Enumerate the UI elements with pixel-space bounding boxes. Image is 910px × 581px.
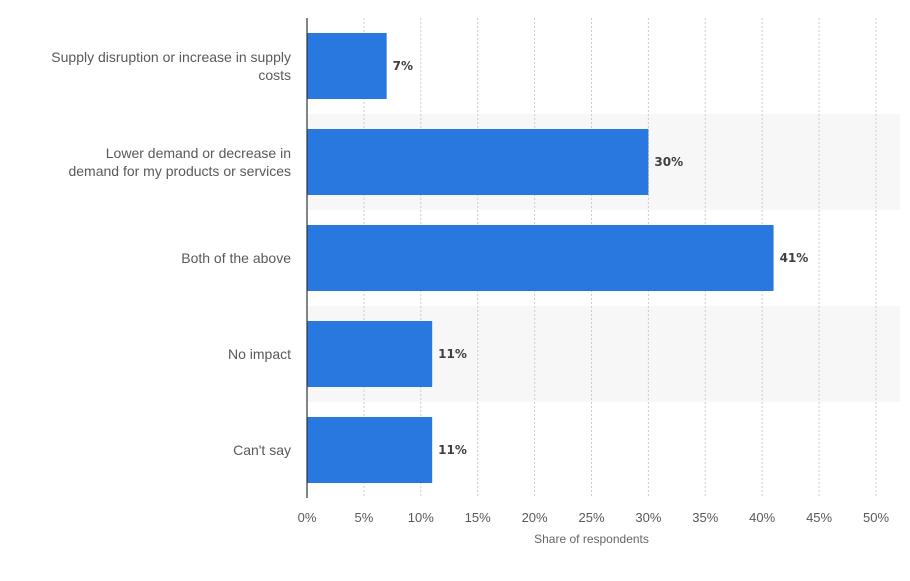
category-label: Both of the above — [181, 250, 291, 266]
x-tick-label: 10% — [408, 510, 434, 525]
x-axis-title: Share of respondents — [534, 532, 649, 546]
bars — [307, 33, 774, 483]
data-label: 41% — [780, 251, 809, 265]
x-tick-label: 20% — [522, 510, 548, 525]
x-tick-label: 50% — [863, 510, 889, 525]
x-tick-labels: 0% 5% 10% 15% 20% 25% 30% 35% 40% 45% 50% — [298, 510, 890, 525]
data-labels: 7% 30% 41% 11% 11% — [393, 59, 809, 457]
category-labels: Supply disruption or increase in supply c… — [51, 49, 291, 458]
data-label: 11% — [438, 443, 467, 457]
data-label: 11% — [438, 347, 467, 361]
bar[interactable] — [307, 417, 433, 483]
x-tick-label: 0% — [298, 510, 317, 525]
x-tick-label: 35% — [692, 510, 718, 525]
x-tick-label: 40% — [749, 510, 775, 525]
x-tick-label: 5% — [355, 510, 374, 525]
category-label: Supply disruption or increase in supply c… — [51, 49, 291, 83]
data-label: 30% — [654, 155, 683, 169]
category-label: No impact — [228, 346, 291, 362]
bar[interactable] — [307, 321, 433, 387]
category-label: Can't say — [233, 442, 291, 458]
bar[interactable] — [307, 129, 649, 195]
x-tick-label: 15% — [465, 510, 491, 525]
x-tick-label: 30% — [635, 510, 661, 525]
bar[interactable] — [307, 225, 774, 291]
x-tick-label: 25% — [578, 510, 604, 525]
data-label: 7% — [393, 59, 413, 73]
x-tick-label: 45% — [806, 510, 832, 525]
bar[interactable] — [307, 33, 387, 99]
category-label: Lower demand or decrease in demand for my… — [68, 145, 291, 179]
